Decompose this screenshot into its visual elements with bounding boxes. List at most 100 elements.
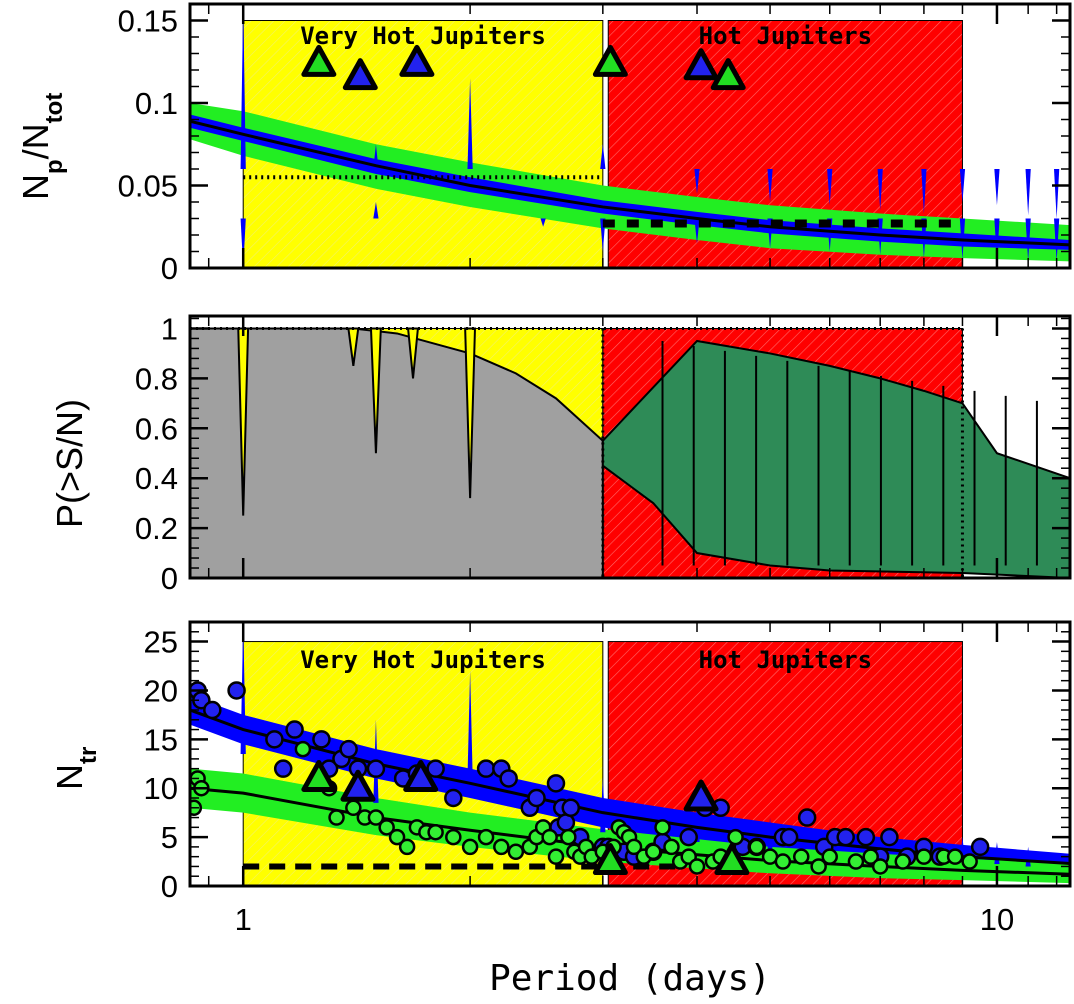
green-point	[871, 858, 889, 875]
model-curve	[190, 119, 1070, 247]
blue-point	[203, 700, 222, 720]
triangle-marker	[403, 759, 439, 792]
green-point	[748, 838, 765, 856]
bottom-ylabel: Ntr	[49, 747, 102, 790]
green-point	[328, 809, 345, 826]
triangle-marker	[683, 779, 719, 812]
triangle-marker	[710, 58, 746, 91]
green-point	[445, 828, 462, 846]
green-point	[793, 848, 810, 865]
blue-point	[285, 720, 304, 739]
blue-point	[561, 798, 581, 818]
spike-down	[694, 218, 700, 244]
blue-point	[227, 681, 246, 700]
y-tick-label: 15	[144, 722, 178, 757]
y-tick-label: 0.1	[135, 86, 178, 121]
green-point	[688, 858, 706, 875]
triangle-marker	[301, 44, 337, 77]
green-point	[560, 828, 577, 846]
y-tick-label: 0.05	[118, 169, 178, 204]
green-point	[477, 828, 495, 846]
blue-point	[880, 827, 899, 847]
y-tick-label: 0	[161, 869, 178, 904]
blue-point	[546, 774, 566, 793]
plot-area	[190, 326, 1070, 578]
spike-down	[994, 218, 1000, 262]
blue-point	[679, 827, 698, 847]
green-point	[654, 819, 671, 836]
blue-envelope	[190, 114, 1070, 250]
top-panel: Very Hot Jupiters Hot Jupiters 0 0.05 0.1 0.1…	[118, 2, 1072, 286]
x-axis-label: Period (days)	[489, 958, 771, 999]
region-label: Very Hot Jupiters	[300, 646, 546, 674]
region-label: Very Hot Jupiters	[300, 22, 546, 50]
spike-up	[827, 169, 833, 206]
spike-up	[959, 169, 966, 202]
triangle-marker	[714, 843, 750, 876]
green-point	[294, 740, 312, 758]
blue-point	[970, 837, 990, 857]
top-ylabel: Np/Ntot	[15, 93, 68, 200]
y-tick-label: 10	[144, 771, 178, 806]
triangle-marker	[399, 44, 435, 77]
spike-up	[767, 169, 773, 202]
triangle-marker	[592, 44, 628, 77]
triangle-marker	[340, 769, 376, 802]
blue-point	[779, 827, 799, 847]
x-tick-label: 1	[235, 902, 252, 937]
bottom-panel: Very Hot Jupiters Hot Jupiters 0 5 10 15 20 25 1…	[144, 620, 1072, 937]
green-point	[388, 828, 406, 846]
green-point	[821, 848, 838, 865]
green-point	[663, 838, 680, 856]
spike-up	[877, 169, 883, 211]
blue-point	[366, 759, 386, 778]
spike-up	[994, 169, 1000, 206]
y-tick-label: 0.4	[135, 461, 178, 496]
blue-point	[339, 739, 358, 759]
green-point	[645, 843, 662, 861]
region-label: Hot Jupiters	[699, 646, 872, 674]
y-tick-label: 0	[161, 561, 178, 596]
spike-up	[1054, 169, 1060, 219]
spike-down	[240, 218, 246, 268]
green-point	[541, 828, 558, 846]
green-point	[461, 838, 479, 856]
middle-panel: 0 0.2 0.4 0.6 0.8 1	[135, 311, 1072, 596]
gray-dip	[464, 327, 477, 499]
green-point	[625, 838, 643, 856]
blue-point	[499, 769, 518, 788]
blue-point	[312, 730, 331, 749]
triangle-marker	[683, 48, 719, 81]
blue-point	[273, 759, 293, 778]
green-point	[507, 843, 525, 861]
green-band	[190, 768, 1070, 884]
spike-up	[467, 670, 473, 779]
spike-up	[240, 4, 246, 169]
y-tick-label: 0.15	[118, 4, 178, 39]
green-point	[398, 838, 416, 856]
spike-down	[1025, 218, 1031, 262]
y-tick-label: 0.6	[135, 411, 178, 446]
y-tick-label: 0	[161, 251, 178, 286]
middle-ylabel: P(>S/N)	[49, 399, 90, 528]
plot-area	[190, 622, 1070, 886]
blue-point	[265, 730, 284, 749]
y-tick-label: 5	[161, 820, 178, 855]
green-point	[894, 853, 912, 870]
spike-up	[921, 169, 927, 214]
blue-point	[797, 808, 817, 827]
spike-up	[694, 169, 700, 194]
plot-area	[190, 4, 1070, 268]
green-point	[961, 853, 978, 870]
y-tick-label: 20	[144, 673, 178, 708]
triangle-marker	[342, 58, 378, 91]
blue-point	[444, 788, 463, 808]
green-point	[547, 848, 565, 865]
green-point	[427, 823, 444, 841]
x-tick-label: 10	[980, 902, 1014, 937]
green-point	[774, 853, 792, 870]
spike-up	[1025, 169, 1031, 216]
spike-up	[767, 817, 773, 852]
blue-point	[476, 759, 496, 778]
